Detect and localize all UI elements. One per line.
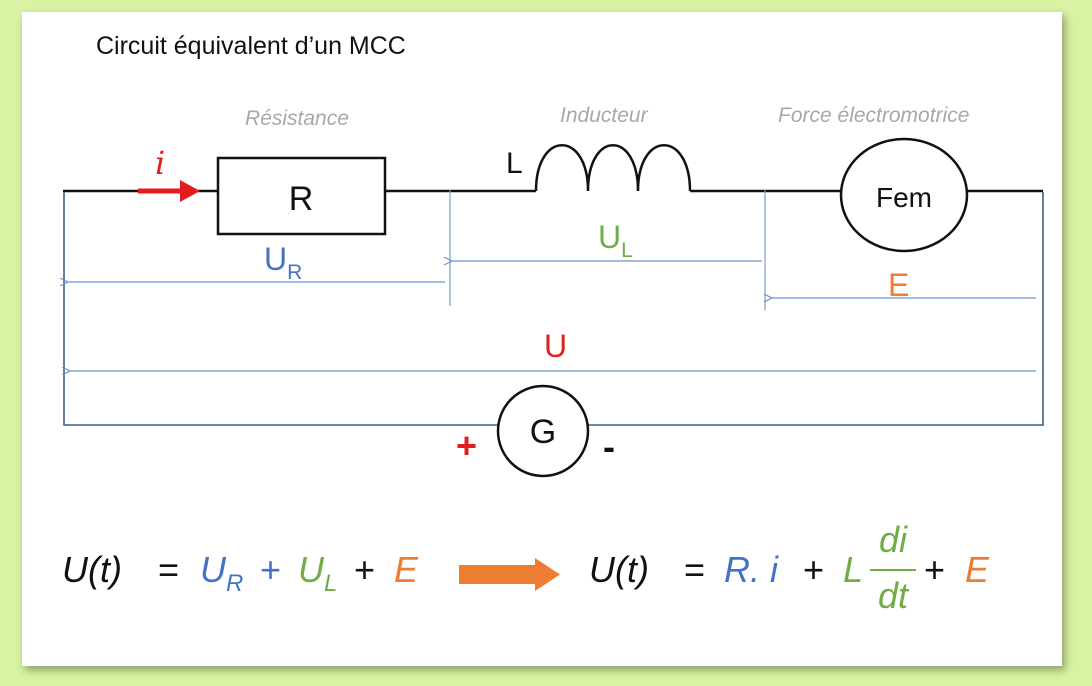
generator-minus: - bbox=[603, 426, 615, 467]
emf-source bbox=[839, 137, 969, 253]
eq-right-ri: R. i bbox=[724, 549, 779, 590]
label-ur: UR bbox=[264, 241, 302, 284]
eq-right-numerator: di bbox=[879, 519, 908, 560]
eq-right-u: U(t) bbox=[589, 549, 649, 590]
caption-inductor: Inducteur bbox=[560, 104, 649, 127]
resistor bbox=[216, 156, 387, 236]
label-u: U bbox=[544, 328, 567, 364]
loop-wire-left bbox=[63, 192, 499, 426]
eq-right-l: L bbox=[843, 549, 863, 590]
implies-arrow-head bbox=[535, 558, 560, 591]
generator-plus: + bbox=[456, 425, 477, 466]
eq-left-ul: UL bbox=[298, 549, 337, 597]
inductor-coil bbox=[534, 144, 692, 192]
eq-right-equals: = bbox=[684, 549, 705, 590]
label-e: E bbox=[888, 267, 909, 303]
caption-resistance: Résistance bbox=[245, 107, 349, 130]
current-arrow-head bbox=[180, 180, 200, 202]
eq-left-plus1: + bbox=[260, 549, 281, 590]
generator bbox=[496, 384, 590, 478]
label-ul: UL bbox=[598, 219, 633, 262]
eq-left-e: E bbox=[394, 549, 419, 590]
eq-left-ur: UR bbox=[200, 549, 243, 597]
eq-right-plus1: + bbox=[803, 549, 824, 590]
resistor-label: R bbox=[289, 180, 314, 218]
emf-label: Fem bbox=[876, 182, 932, 213]
generator-label: G bbox=[530, 413, 556, 451]
equation-left: U(t) = UR + UL + E bbox=[62, 549, 419, 597]
page-title: Circuit équivalent d’un MCC bbox=[96, 32, 406, 60]
eq-right-e: E bbox=[965, 549, 990, 590]
eq-left-plus2: + bbox=[354, 549, 375, 590]
equation-right: U(t) = R. i + L di dt + E bbox=[589, 519, 990, 616]
caption-emf: Force électromotrice bbox=[778, 104, 969, 127]
implies-arrow-shaft bbox=[459, 565, 537, 584]
inductor-label: L bbox=[506, 147, 523, 180]
eq-left-equals: = bbox=[158, 549, 179, 590]
eq-right-denominator: dt bbox=[878, 575, 910, 616]
diagram-card bbox=[22, 12, 1062, 666]
eq-right-plus2: + bbox=[924, 549, 945, 590]
current-label: i bbox=[155, 144, 165, 182]
eq-left-u: U(t) bbox=[62, 549, 122, 590]
loop-wire-right bbox=[588, 192, 1044, 426]
